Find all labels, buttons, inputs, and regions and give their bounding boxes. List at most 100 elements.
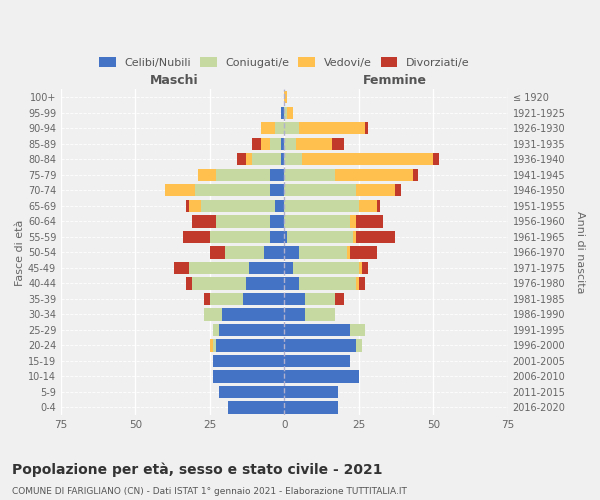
Bar [284, 292, 305, 305]
Bar [356, 339, 362, 351]
Bar [362, 262, 368, 274]
Text: Maschi: Maschi [150, 74, 199, 87]
Bar [356, 184, 395, 196]
Bar [210, 339, 213, 351]
Bar [350, 246, 377, 258]
Bar [356, 277, 359, 289]
Bar [395, 184, 401, 196]
Bar [216, 215, 269, 228]
Bar [165, 184, 195, 196]
Bar [284, 354, 350, 367]
Bar [269, 138, 281, 150]
Bar [281, 153, 284, 166]
Bar [284, 184, 356, 196]
Bar [433, 153, 439, 166]
Bar [284, 91, 287, 104]
Bar [192, 215, 216, 228]
Bar [251, 153, 281, 166]
Bar [284, 401, 338, 413]
Bar [275, 122, 284, 134]
Text: Femmine: Femmine [362, 74, 427, 87]
Bar [284, 230, 287, 243]
Bar [299, 246, 347, 258]
Bar [353, 230, 356, 243]
Bar [281, 106, 284, 119]
Bar [302, 153, 433, 166]
Bar [284, 200, 359, 212]
Bar [284, 153, 302, 166]
Text: COMUNE DI FARIGLIANO (CN) - Dati ISTAT 1° gennaio 2021 - Elaborazione TUTTITALIA: COMUNE DI FARIGLIANO (CN) - Dati ISTAT 1… [12, 488, 407, 496]
Bar [213, 339, 216, 351]
Bar [216, 168, 269, 181]
Bar [245, 277, 284, 289]
Bar [228, 401, 284, 413]
Bar [284, 246, 299, 258]
Bar [210, 246, 225, 258]
Bar [284, 370, 359, 382]
Bar [284, 138, 296, 150]
Bar [219, 386, 284, 398]
Bar [251, 138, 260, 150]
Bar [356, 215, 383, 228]
Bar [284, 386, 338, 398]
Bar [248, 262, 284, 274]
Bar [204, 308, 222, 320]
Bar [213, 324, 219, 336]
Bar [284, 324, 350, 336]
Bar [204, 292, 210, 305]
Bar [189, 200, 201, 212]
Bar [377, 200, 380, 212]
Bar [174, 262, 189, 274]
Bar [216, 339, 284, 351]
Bar [237, 153, 245, 166]
Bar [186, 200, 189, 212]
Bar [269, 215, 284, 228]
Bar [269, 168, 284, 181]
Bar [365, 122, 368, 134]
Bar [260, 138, 269, 150]
Bar [198, 168, 216, 181]
Bar [413, 168, 418, 181]
Bar [260, 122, 275, 134]
Bar [359, 262, 362, 274]
Bar [210, 230, 269, 243]
Bar [284, 308, 305, 320]
Bar [284, 339, 356, 351]
Bar [210, 292, 243, 305]
Bar [269, 184, 284, 196]
Bar [222, 308, 284, 320]
Bar [287, 230, 353, 243]
Bar [263, 246, 284, 258]
Bar [359, 200, 377, 212]
Bar [356, 230, 395, 243]
Text: Popolazione per età, sesso e stato civile - 2021: Popolazione per età, sesso e stato civil… [12, 462, 383, 477]
Bar [335, 292, 344, 305]
Bar [186, 277, 192, 289]
Bar [243, 292, 284, 305]
Bar [201, 200, 275, 212]
Bar [281, 138, 284, 150]
Bar [284, 122, 299, 134]
Bar [359, 277, 365, 289]
Bar [225, 246, 263, 258]
Bar [299, 277, 356, 289]
Bar [284, 168, 335, 181]
Bar [287, 106, 293, 119]
Bar [275, 200, 284, 212]
Bar [219, 324, 284, 336]
Bar [284, 215, 350, 228]
Bar [183, 230, 210, 243]
Bar [245, 153, 251, 166]
Y-axis label: Anni di nascita: Anni di nascita [575, 211, 585, 294]
Legend: Celibi/Nubili, Coniugati/e, Vedovi/e, Divorziati/e: Celibi/Nubili, Coniugati/e, Vedovi/e, Di… [94, 52, 475, 72]
Bar [192, 277, 245, 289]
Bar [305, 308, 335, 320]
Bar [269, 230, 284, 243]
Bar [299, 122, 365, 134]
Bar [293, 262, 359, 274]
Bar [213, 354, 284, 367]
Bar [284, 277, 299, 289]
Bar [305, 292, 335, 305]
Bar [332, 138, 344, 150]
Bar [213, 370, 284, 382]
